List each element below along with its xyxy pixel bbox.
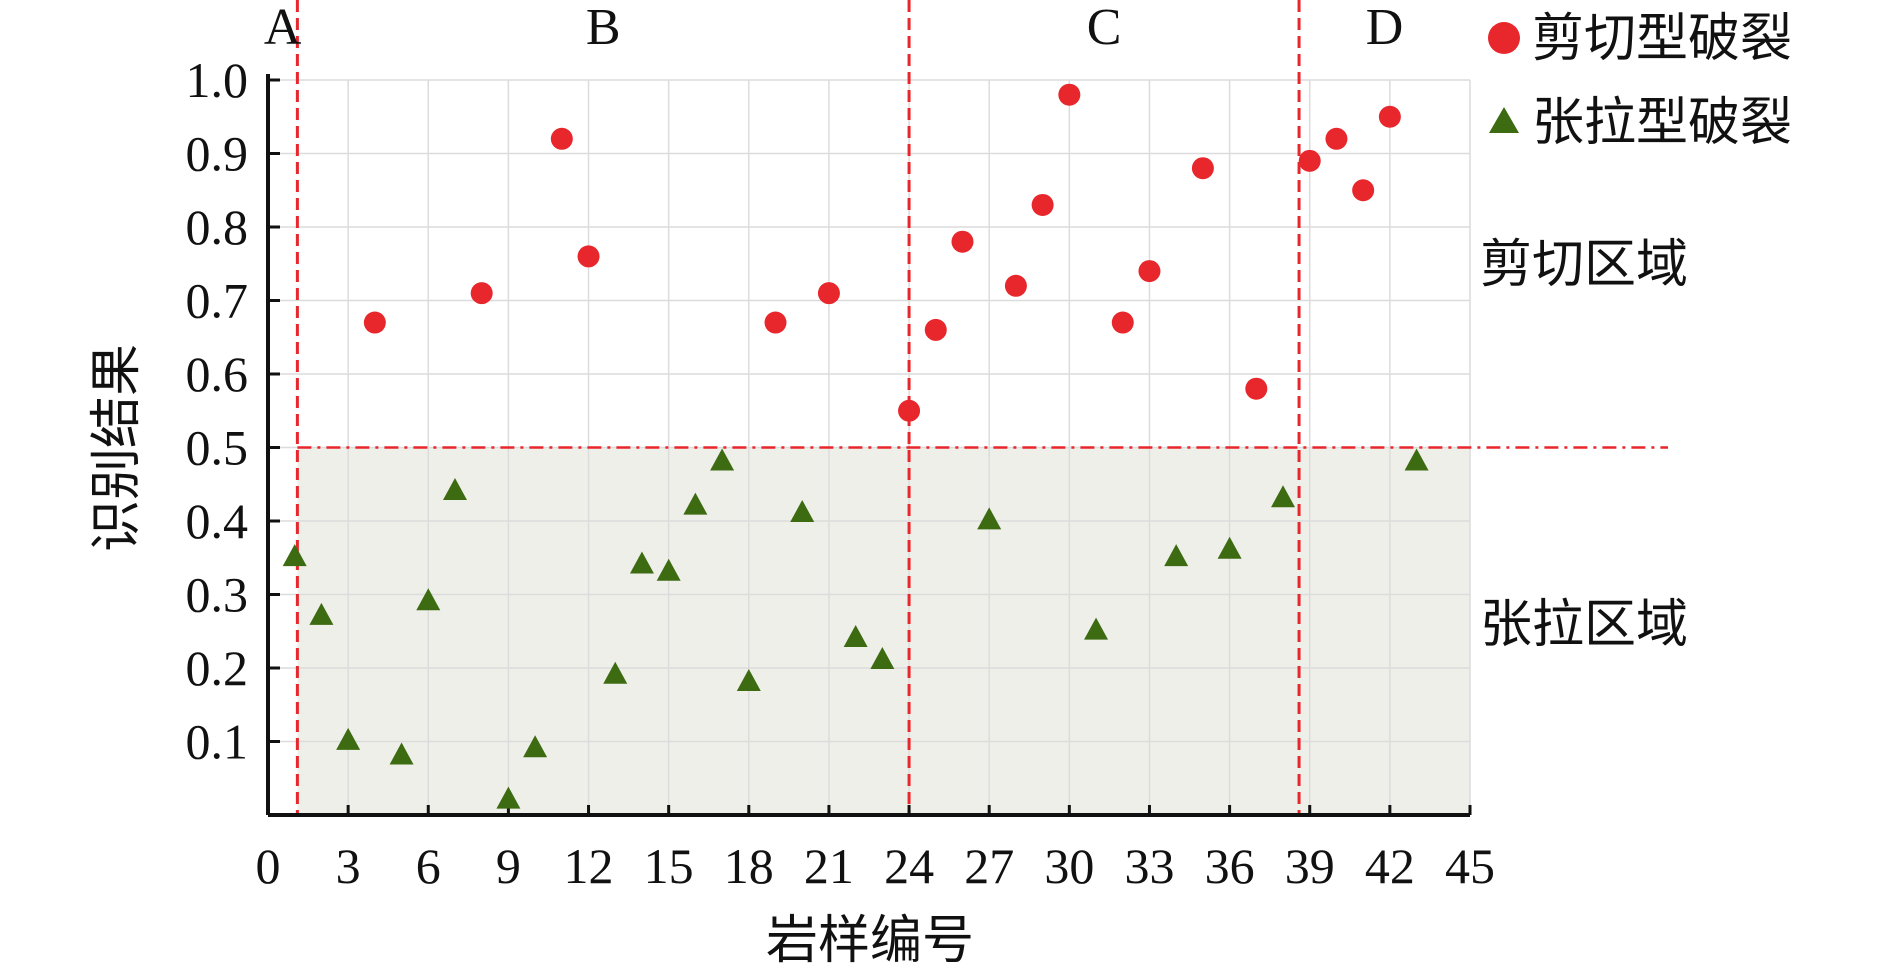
point-shear <box>1111 311 1134 334</box>
point-shear <box>1058 83 1081 106</box>
point-tension <box>683 492 708 515</box>
point-tension <box>977 507 1002 530</box>
point-shear <box>1004 274 1027 297</box>
legend: 剪切型破裂 张拉型破裂 <box>1488 9 1792 153</box>
point-shear <box>1191 157 1214 180</box>
point-shear <box>363 311 386 334</box>
point-tension <box>1084 617 1109 640</box>
x-axis-label: 岩样编号 <box>766 911 974 971</box>
y-tick-label: 0.4 <box>186 493 249 549</box>
x-tick-label: 3 <box>336 838 361 894</box>
x-tick-label: 27 <box>964 838 1014 894</box>
point-tension <box>309 602 334 625</box>
point-shear <box>577 245 600 268</box>
point-shear <box>1245 377 1268 400</box>
x-tick-labels: 0 3 6 9 12 15 18 21 24 27 30 33 36 39 42 45 <box>256 838 1496 894</box>
x-tick-label: 15 <box>644 838 694 894</box>
point-tension <box>1164 544 1189 567</box>
point-tension <box>282 544 307 567</box>
x-tick-label: 6 <box>416 838 441 894</box>
point-shear <box>1138 260 1161 283</box>
y-tick-label: 0.1 <box>186 714 249 770</box>
point-tension <box>1271 485 1296 508</box>
x-tick-label: 9 <box>496 838 521 894</box>
point-shear <box>1298 149 1321 172</box>
point-tension <box>523 735 548 758</box>
y-tick-label: 0.2 <box>186 640 249 696</box>
tension-region-shading <box>297 447 1471 815</box>
point-tension <box>416 588 441 611</box>
lower-region-fill <box>297 447 1471 815</box>
point-shear <box>764 311 787 334</box>
point-tension <box>442 477 467 500</box>
x-tick-label: 30 <box>1044 838 1094 894</box>
point-shear <box>1325 127 1348 150</box>
point-tension <box>1404 448 1429 471</box>
point-shear <box>1352 179 1375 202</box>
point-shear <box>470 282 493 305</box>
axes <box>266 74 1472 817</box>
y-tick-label: 0.9 <box>186 126 249 182</box>
x-tick-label: 24 <box>884 838 934 894</box>
point-tension <box>710 448 735 471</box>
legend-marker-shear <box>1488 22 1520 54</box>
region-labels: A B C D <box>264 0 1403 56</box>
point-shear <box>951 230 974 253</box>
legend-label-tension: 张拉型破裂 <box>1532 93 1792 153</box>
point-tension <box>336 727 361 750</box>
point-tension <box>629 551 654 574</box>
point-tension <box>1217 536 1242 559</box>
y-tick-label: 0.6 <box>186 346 249 402</box>
point-tension <box>870 647 895 670</box>
x-tick-label: 36 <box>1205 838 1255 894</box>
point-shear <box>817 282 840 305</box>
y-tick-labels: 0.1 0.2 0.3 0.4 0.5 0.6 0.7 0.8 0.9 1.0 <box>186 52 249 770</box>
point-tension <box>790 500 815 523</box>
x-tick-label: 39 <box>1285 838 1335 894</box>
y-axis-label: 识别结果 <box>87 344 147 552</box>
region-label-d: D <box>1366 0 1404 56</box>
zone-label-tension: 张拉区域 <box>1480 595 1688 655</box>
y-tick-label: 0.8 <box>186 199 249 255</box>
point-tension <box>843 624 868 647</box>
point-tension <box>736 669 761 692</box>
region-label-b: B <box>586 0 621 56</box>
y-tick-label: 0.5 <box>186 420 249 476</box>
y-tick-label: 0.7 <box>186 273 249 329</box>
point-shear <box>550 127 573 150</box>
point-tension <box>496 786 521 809</box>
x-tick-label: 21 <box>804 838 854 894</box>
zone-label-shear: 剪切区域 <box>1480 235 1688 295</box>
y-tick-label: 0.3 <box>186 567 249 623</box>
region-dividers <box>295 0 1301 817</box>
x-tick-label: 33 <box>1124 838 1174 894</box>
point-tension <box>389 742 414 765</box>
x-tick-label: 0 <box>256 838 281 894</box>
x-tick-label: 45 <box>1445 838 1495 894</box>
y-tick-label: 1.0 <box>186 52 249 108</box>
point-tension <box>656 558 681 581</box>
point-shear <box>1378 105 1401 128</box>
data-points <box>282 83 1429 809</box>
x-tick-label: 18 <box>724 838 774 894</box>
x-tick-label: 42 <box>1365 838 1415 894</box>
x-tick-label: 12 <box>564 838 614 894</box>
point-shear <box>898 399 921 422</box>
point-tension <box>603 661 628 684</box>
region-label-a: A <box>264 0 302 56</box>
point-shear <box>1031 193 1054 216</box>
legend-marker-tension <box>1489 107 1519 133</box>
point-shear <box>924 318 947 341</box>
region-label-c: C <box>1087 0 1122 56</box>
legend-label-shear: 剪切型破裂 <box>1532 9 1792 69</box>
